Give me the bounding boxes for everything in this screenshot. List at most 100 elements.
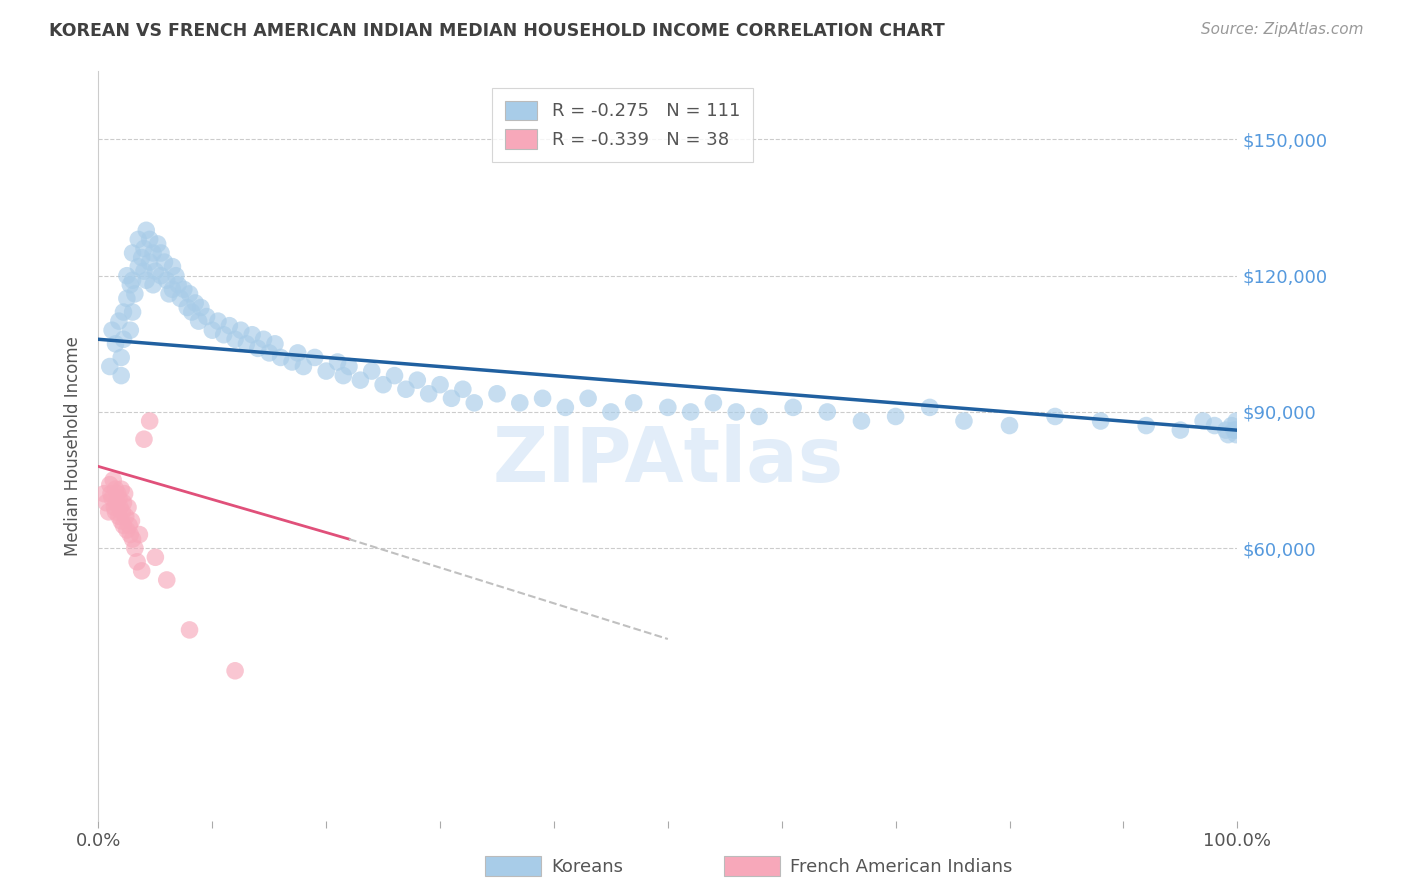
Point (531, 392, 554, 406)
Point (114, 486, 136, 500)
Text: KOREAN VS FRENCH AMERICAN INDIAN MEDIAN HOUSEHOLD INCOME CORRELATION CHART: KOREAN VS FRENCH AMERICAN INDIAN MEDIAN … (49, 22, 945, 40)
Point (395, 382, 418, 396)
Point (121, 246, 143, 260)
Point (142, 277, 165, 292)
Point (815, 405, 838, 419)
Point (851, 414, 873, 428)
Point (292, 359, 315, 374)
Point (218, 318, 240, 333)
Point (96, 496, 118, 510)
Point (108, 500, 131, 515)
Point (104, 482, 127, 496)
Point (120, 514, 142, 528)
Point (332, 368, 354, 383)
Point (463, 396, 485, 410)
Point (138, 255, 160, 269)
Point (169, 292, 191, 306)
Point (187, 314, 209, 328)
Point (145, 264, 167, 278)
Point (195, 310, 218, 324)
Point (1215, 423, 1237, 437)
Point (103, 473, 125, 487)
Point (782, 401, 804, 415)
Point (748, 409, 770, 424)
Point (349, 373, 371, 387)
Point (1225, 427, 1247, 442)
Point (1218, 427, 1240, 442)
Point (270, 351, 292, 365)
Point (252, 332, 274, 346)
Point (429, 377, 451, 392)
Point (725, 405, 748, 419)
Point (104, 505, 127, 519)
Point (112, 332, 135, 346)
Point (207, 314, 229, 328)
Point (623, 396, 645, 410)
Point (440, 392, 463, 406)
Point (1223, 423, 1246, 437)
Point (110, 351, 132, 365)
Point (146, 236, 169, 251)
Point (554, 401, 576, 415)
Point (235, 336, 257, 351)
Point (107, 486, 129, 500)
Point (101, 323, 124, 337)
Point (657, 401, 679, 415)
Text: Source: ZipAtlas.com: Source: ZipAtlas.com (1201, 22, 1364, 37)
Point (138, 414, 160, 428)
Point (918, 401, 941, 415)
Point (145, 550, 167, 565)
Point (371, 377, 394, 392)
Point (105, 496, 128, 510)
Point (576, 392, 599, 406)
Text: French American Indians: French American Indians (790, 858, 1012, 876)
Point (157, 286, 180, 301)
Point (315, 364, 337, 378)
Point (998, 418, 1021, 433)
Point (264, 336, 287, 351)
Point (111, 505, 134, 519)
Point (884, 409, 907, 424)
Point (138, 232, 160, 246)
Point (108, 491, 131, 506)
Point (1192, 414, 1215, 428)
Point (1090, 414, 1112, 428)
Point (259, 346, 281, 360)
Point (156, 273, 179, 287)
Point (1225, 423, 1247, 437)
Point (121, 305, 143, 319)
Point (224, 332, 246, 346)
Point (201, 323, 224, 337)
Point (153, 255, 176, 269)
Point (190, 301, 212, 315)
Point (1170, 423, 1192, 437)
Point (184, 296, 207, 310)
Point (97, 505, 120, 519)
Point (418, 386, 440, 401)
Point (600, 405, 623, 419)
Point (121, 273, 143, 287)
Point (135, 273, 157, 287)
Point (1225, 414, 1247, 428)
Point (115, 268, 138, 283)
Point (104, 336, 127, 351)
Point (120, 527, 142, 541)
Point (360, 364, 382, 378)
Point (103, 500, 125, 515)
Point (142, 246, 165, 260)
Point (117, 500, 139, 515)
Point (128, 527, 150, 541)
Point (127, 232, 149, 246)
Point (167, 277, 190, 292)
Point (131, 564, 153, 578)
Point (1135, 418, 1157, 433)
Point (179, 623, 201, 637)
Point (124, 541, 146, 556)
Point (509, 396, 531, 410)
Point (127, 260, 149, 274)
Point (165, 268, 187, 283)
Point (110, 482, 132, 496)
Point (679, 405, 702, 419)
Point (131, 251, 153, 265)
Point (124, 286, 146, 301)
